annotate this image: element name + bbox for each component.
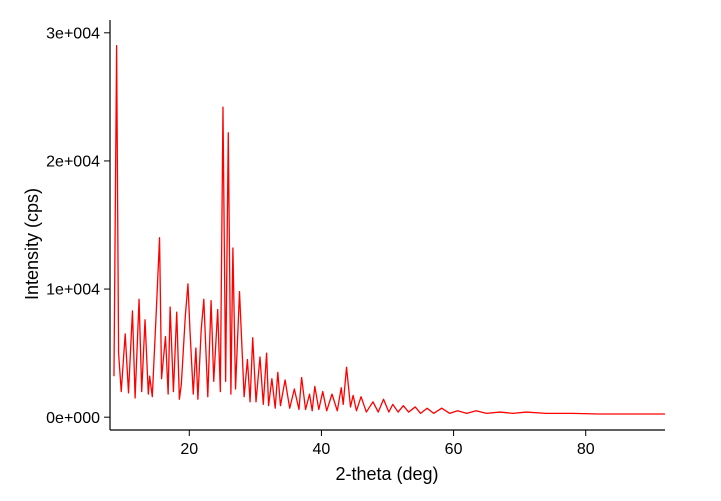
y-tick-label: 2e+004 [46,154,100,171]
x-axis-title: 2-theta (deg) [335,464,438,484]
y-axis-title: Intensity (cps) [22,188,43,300]
y-tick-label: 1e+004 [46,282,100,299]
x-tick-label: 60 [445,441,463,458]
xrd-plot: 20 40 60 80 0e+000 1e+004 2e+004 3e+004 2-theta … [0,0,721,501]
x-tick-label: 20 [180,441,198,458]
y-tick-label: 0e+000 [46,410,100,427]
x-tick-label: 40 [313,441,331,458]
y-tick-label: 3e+004 [46,25,100,42]
xrd-trace [114,46,665,414]
chart-container: { "chart": { "type": "line", "xlabel": "… [0,0,721,501]
x-tick-label: 80 [577,441,595,458]
